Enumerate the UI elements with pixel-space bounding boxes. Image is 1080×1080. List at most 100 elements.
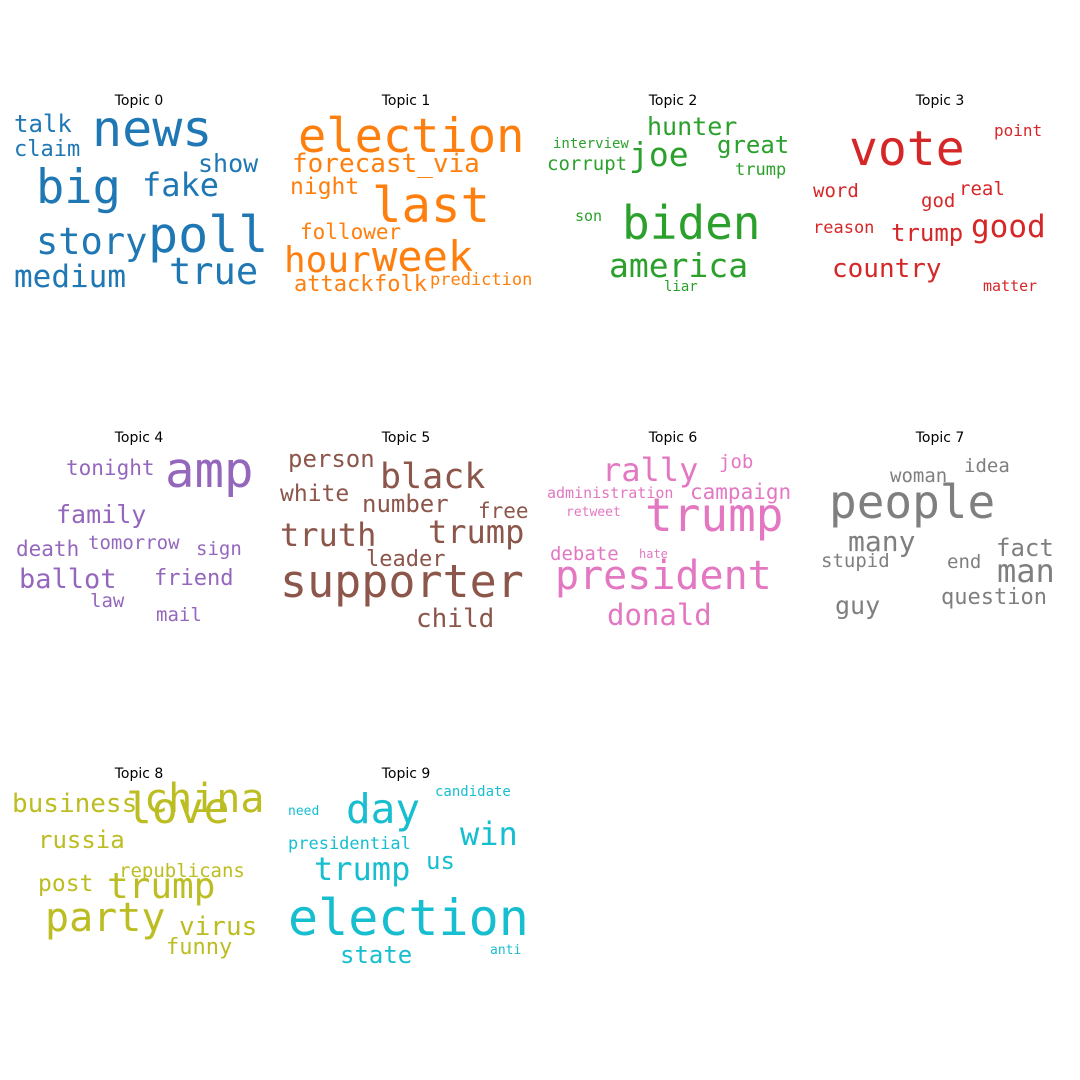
word-interview: interview — [553, 136, 629, 152]
word-woman: woman — [890, 465, 947, 487]
word-presidential: presidential — [288, 834, 411, 854]
word-guy: guy — [835, 591, 880, 620]
word-person: person — [288, 445, 375, 473]
topic-panel-9: Topic 9 election day trump win state us preside… — [288, 766, 529, 969]
word-election: election — [288, 889, 529, 947]
word-reason: reason — [813, 218, 874, 238]
word-leader: leader — [366, 547, 445, 572]
word-funny: funny — [166, 935, 232, 960]
word-follower: follower — [300, 220, 401, 244]
word-business: business — [12, 789, 137, 819]
word-biden: biden — [622, 196, 760, 250]
word-corrupt: corrupt — [547, 153, 627, 175]
word-number: number — [362, 490, 449, 518]
word-idea: idea — [964, 455, 1010, 477]
topic-title: Topic 5 — [381, 430, 431, 446]
word-question: question — [941, 585, 1047, 610]
word-china: china — [144, 776, 264, 822]
word-child: child — [416, 604, 494, 634]
word-debate: debate — [550, 543, 619, 565]
word-joe: joe — [629, 135, 689, 174]
word-election: election — [298, 109, 524, 164]
word-attack: attack — [294, 272, 373, 297]
word-trump: trump — [107, 866, 215, 907]
word-hour: hour — [284, 240, 371, 281]
word-hate: hate — [639, 547, 668, 561]
word-sign: sign — [196, 538, 242, 560]
topic-title: Topic 0 — [114, 93, 164, 109]
word-campaign: campaign — [690, 480, 791, 504]
word-vote: vote — [849, 121, 965, 177]
word-fact: fact — [996, 534, 1054, 562]
word-law: law — [90, 590, 125, 612]
topic-title: Topic 4 — [114, 430, 164, 446]
word-talk: talk — [14, 110, 72, 138]
word-us: us — [426, 847, 455, 875]
word-stupid: stupid — [821, 550, 890, 572]
topic-title: Topic 7 — [915, 430, 965, 446]
word-need: need — [288, 804, 319, 819]
word-supporter: supporter — [280, 555, 524, 608]
word-president: president — [555, 553, 772, 599]
word-fake: fake — [142, 166, 219, 204]
word-tonight: tonight — [66, 456, 155, 480]
word-claim: claim — [14, 137, 80, 162]
topic-title: Topic 2 — [648, 93, 698, 109]
word-tomorrow: tomorrow — [88, 532, 180, 554]
word-trump: trump — [645, 488, 783, 542]
word-mail: mail — [156, 604, 202, 626]
word-liar: liar — [664, 279, 698, 295]
word-people: people — [829, 475, 995, 529]
word-black: black — [380, 457, 485, 497]
word-love: love — [126, 784, 230, 834]
word-donald: donald — [607, 598, 712, 632]
topic-title: Topic 3 — [915, 93, 965, 109]
word-state: state — [340, 941, 412, 969]
word-trump: trump — [314, 850, 410, 888]
word-trump: trump — [735, 160, 786, 180]
word-many: many — [848, 525, 915, 558]
word-poll: poll — [148, 206, 268, 264]
word-post: post — [38, 871, 93, 897]
topic-title: Topic 6 — [648, 430, 698, 446]
word-hunter: hunter — [647, 112, 737, 141]
word-amp: amp — [165, 442, 254, 499]
word-death: death — [16, 537, 79, 561]
word-trump: trump — [891, 219, 963, 247]
word-big: big — [36, 160, 121, 215]
word-point: point — [994, 121, 1042, 140]
word-true: true — [169, 250, 258, 293]
word-republicans: republicans — [119, 860, 245, 882]
word-last: last — [372, 177, 490, 234]
word-matter: matter — [983, 277, 1037, 295]
word-party: party — [45, 895, 165, 941]
word-retweet: retweet — [566, 505, 621, 520]
topic-title: Topic 1 — [381, 93, 431, 109]
word-prediction: prediction — [430, 270, 532, 290]
word-night: night — [290, 174, 359, 200]
word-news: news — [92, 100, 212, 158]
word-word: word — [813, 180, 859, 202]
word-medium: medium — [14, 259, 126, 295]
word-ballot: ballot — [19, 564, 117, 595]
word-russia: russia — [38, 826, 125, 854]
word-friend: friend — [154, 566, 233, 591]
word-great: great — [717, 131, 789, 159]
topic-title: Topic 9 — [381, 766, 431, 782]
word-forecast-via: forecast_via — [292, 149, 480, 179]
word-win: win — [460, 815, 518, 853]
word-day: day — [346, 785, 420, 833]
word-anti: anti — [490, 943, 521, 958]
word-job: job — [719, 451, 753, 473]
word-story: story — [36, 220, 147, 263]
topic-title: Topic 8 — [114, 766, 164, 782]
word-virus: virus — [179, 912, 257, 942]
word-folk: folk — [374, 272, 427, 297]
